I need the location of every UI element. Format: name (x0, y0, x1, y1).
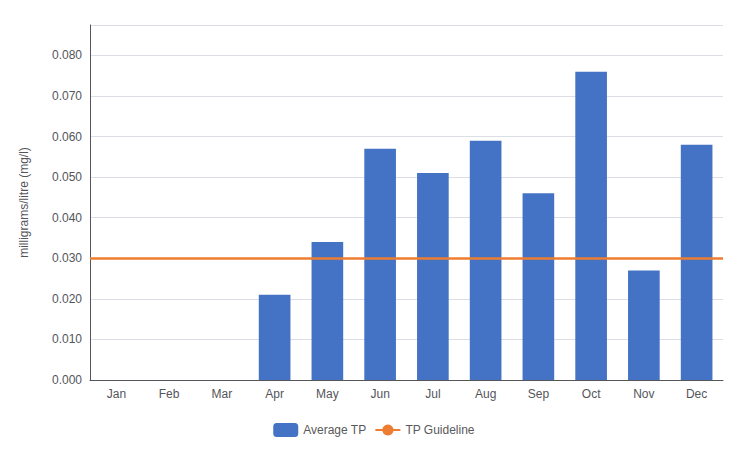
svg-text:milligrams/litre (mg/l): milligrams/litre (mg/l) (17, 147, 31, 258)
svg-text:0.000: 0.000 (52, 373, 82, 387)
svg-text:0.080: 0.080 (52, 48, 82, 62)
svg-text:Aug: Aug (475, 387, 496, 401)
svg-text:Oct: Oct (582, 387, 601, 401)
svg-text:Jun: Jun (370, 387, 389, 401)
svg-text:0.020: 0.020 (52, 292, 82, 306)
svg-text:0.060: 0.060 (52, 130, 82, 144)
svg-text:Mar: Mar (212, 387, 233, 401)
svg-text:May: May (316, 387, 339, 401)
svg-text:Feb: Feb (159, 387, 180, 401)
svg-text:Dec: Dec (686, 387, 707, 401)
svg-text:0.010: 0.010 (52, 332, 82, 346)
svg-text:TP Guideline: TP Guideline (405, 423, 474, 437)
svg-text:Apr: Apr (265, 387, 284, 401)
svg-text:0.040: 0.040 (52, 211, 82, 225)
svg-text:0.070: 0.070 (52, 89, 82, 103)
svg-text:Average TP: Average TP (303, 423, 366, 437)
svg-text:Jan: Jan (107, 387, 126, 401)
svg-text:Sep: Sep (528, 387, 550, 401)
svg-text:0.030: 0.030 (52, 251, 82, 265)
svg-text:Nov: Nov (633, 387, 654, 401)
svg-text:Jul: Jul (425, 387, 440, 401)
svg-text:0.050: 0.050 (52, 170, 82, 184)
